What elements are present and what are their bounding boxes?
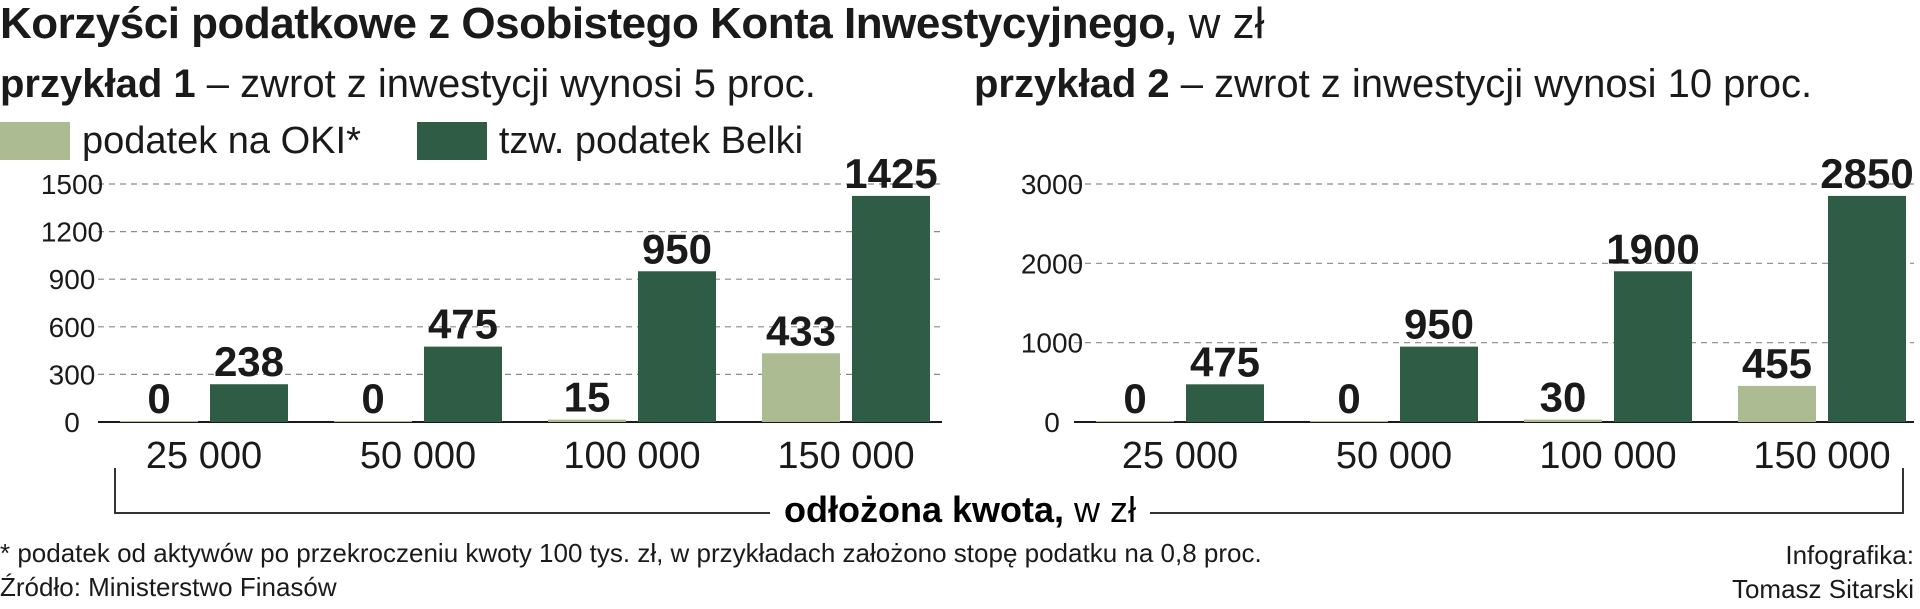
data-label: 0	[147, 375, 170, 422]
bar	[1310, 421, 1388, 422]
data-label: 30	[1540, 374, 1587, 421]
data-label: 475	[428, 301, 498, 348]
data-label: 455	[1742, 340, 1812, 387]
y-tick-label: 600	[49, 312, 96, 343]
bar	[210, 384, 288, 422]
bar	[1614, 271, 1692, 422]
credit-author: Tomasz Sitarski	[1731, 574, 1914, 604]
subtitle-example-2: przykład 2 – zwrot z inwestycji wynosi 1…	[974, 60, 1812, 108]
bar	[762, 353, 840, 422]
bar	[852, 195, 930, 422]
y-tick-label: 0	[1044, 407, 1060, 438]
example-1-description: – zwrot z inwestycji wynosi 5 proc.	[195, 62, 816, 106]
example-2-description: – zwrot z inwestycji wynosi 10 proc.	[1169, 62, 1813, 106]
data-label: 1900	[1606, 225, 1699, 272]
y-tick-label: 1000	[1021, 328, 1083, 359]
data-label: 238	[214, 338, 284, 385]
category-label: 150 000	[777, 435, 914, 477]
bar	[1738, 385, 1816, 422]
category-label: 150 000	[1753, 435, 1890, 477]
data-label: 15	[564, 374, 611, 421]
category-label: 50 000	[360, 435, 476, 477]
bar	[1186, 384, 1264, 422]
x-axis-bracket: odłożona kwota, w zł	[114, 468, 1904, 530]
category-label: 100 000	[1539, 435, 1676, 477]
y-tick-label: 900	[49, 264, 96, 295]
data-label: 1425	[844, 150, 937, 197]
category-label: 25 000	[1122, 435, 1238, 477]
data-label: 2850	[1820, 150, 1913, 197]
x-axis-bracket-line	[114, 468, 1904, 514]
chart-title-main: Korzyści podatkowe z Osobistego Konta In…	[0, 0, 1177, 48]
bar	[1096, 421, 1174, 422]
bar	[334, 421, 412, 422]
chart-title-unit: w zł	[1176, 0, 1265, 48]
data-label: 950	[1404, 301, 1474, 348]
y-tick-label: 2000	[1021, 248, 1083, 279]
data-label: 950	[642, 225, 712, 272]
chart-title: Korzyści podatkowe z Osobistego Konta In…	[0, 0, 1264, 50]
bar	[548, 419, 626, 422]
category-label: 50 000	[1336, 435, 1452, 477]
bar	[1828, 195, 1906, 422]
data-label: 0	[361, 375, 384, 422]
chart-example-1: 0 300 600 900 1200 1500 0 238 25 000 0 475 50 000 15…	[41, 150, 942, 477]
example-2-label: przykład 2	[974, 62, 1170, 106]
data-label: 433	[766, 307, 836, 354]
legend: podatek na OKI* tzw. podatek Belki	[0, 118, 859, 164]
data-label: 0	[1123, 375, 1146, 422]
legend-swatch-belka	[416, 122, 487, 160]
example-1-label: przykład 1	[0, 62, 196, 106]
footnote: * podatek od aktywów po przekroczeniu kw…	[0, 538, 1262, 568]
category-label: 25 000	[146, 435, 262, 477]
bar	[1524, 419, 1602, 422]
bar	[120, 421, 198, 422]
y-tick-label: 1500	[41, 169, 103, 200]
data-label: 0	[1337, 375, 1360, 422]
category-label: 100 000	[563, 435, 700, 477]
credit-label: Infografika:	[1785, 540, 1914, 570]
legend-swatch-oki	[0, 122, 70, 160]
y-tick-label: 3000	[1021, 169, 1083, 200]
y-tick-label: 1200	[41, 217, 103, 248]
data-label: 475	[1190, 338, 1260, 385]
credit: Infografika: Tomasz Sitarski	[1732, 538, 1914, 606]
x-axis-label: odłożona kwota, w zł	[784, 489, 1136, 530]
subtitle-example-1: przykład 1 – zwrot z inwestycji wynosi 5…	[0, 60, 816, 108]
bar	[424, 346, 502, 422]
y-tick-label: 0	[64, 407, 80, 438]
chart-example-2: 0 1000 2000 3000 0 475 25 000 0 950 50 000 30 1900 1…	[1021, 150, 1914, 477]
x-axis-label-main: odłożona kwota,	[784, 489, 1064, 530]
y-tick-label: 300	[49, 359, 96, 390]
legend-label-oki: podatek na OKI*	[82, 120, 361, 162]
bar	[638, 271, 716, 422]
legend-label-belka: tzw. podatek Belki	[498, 120, 804, 162]
x-axis-label-unit: w zł	[1064, 489, 1136, 530]
bar	[1400, 346, 1478, 422]
source-note: Źródło: Ministerstwo Finasów	[0, 572, 337, 602]
